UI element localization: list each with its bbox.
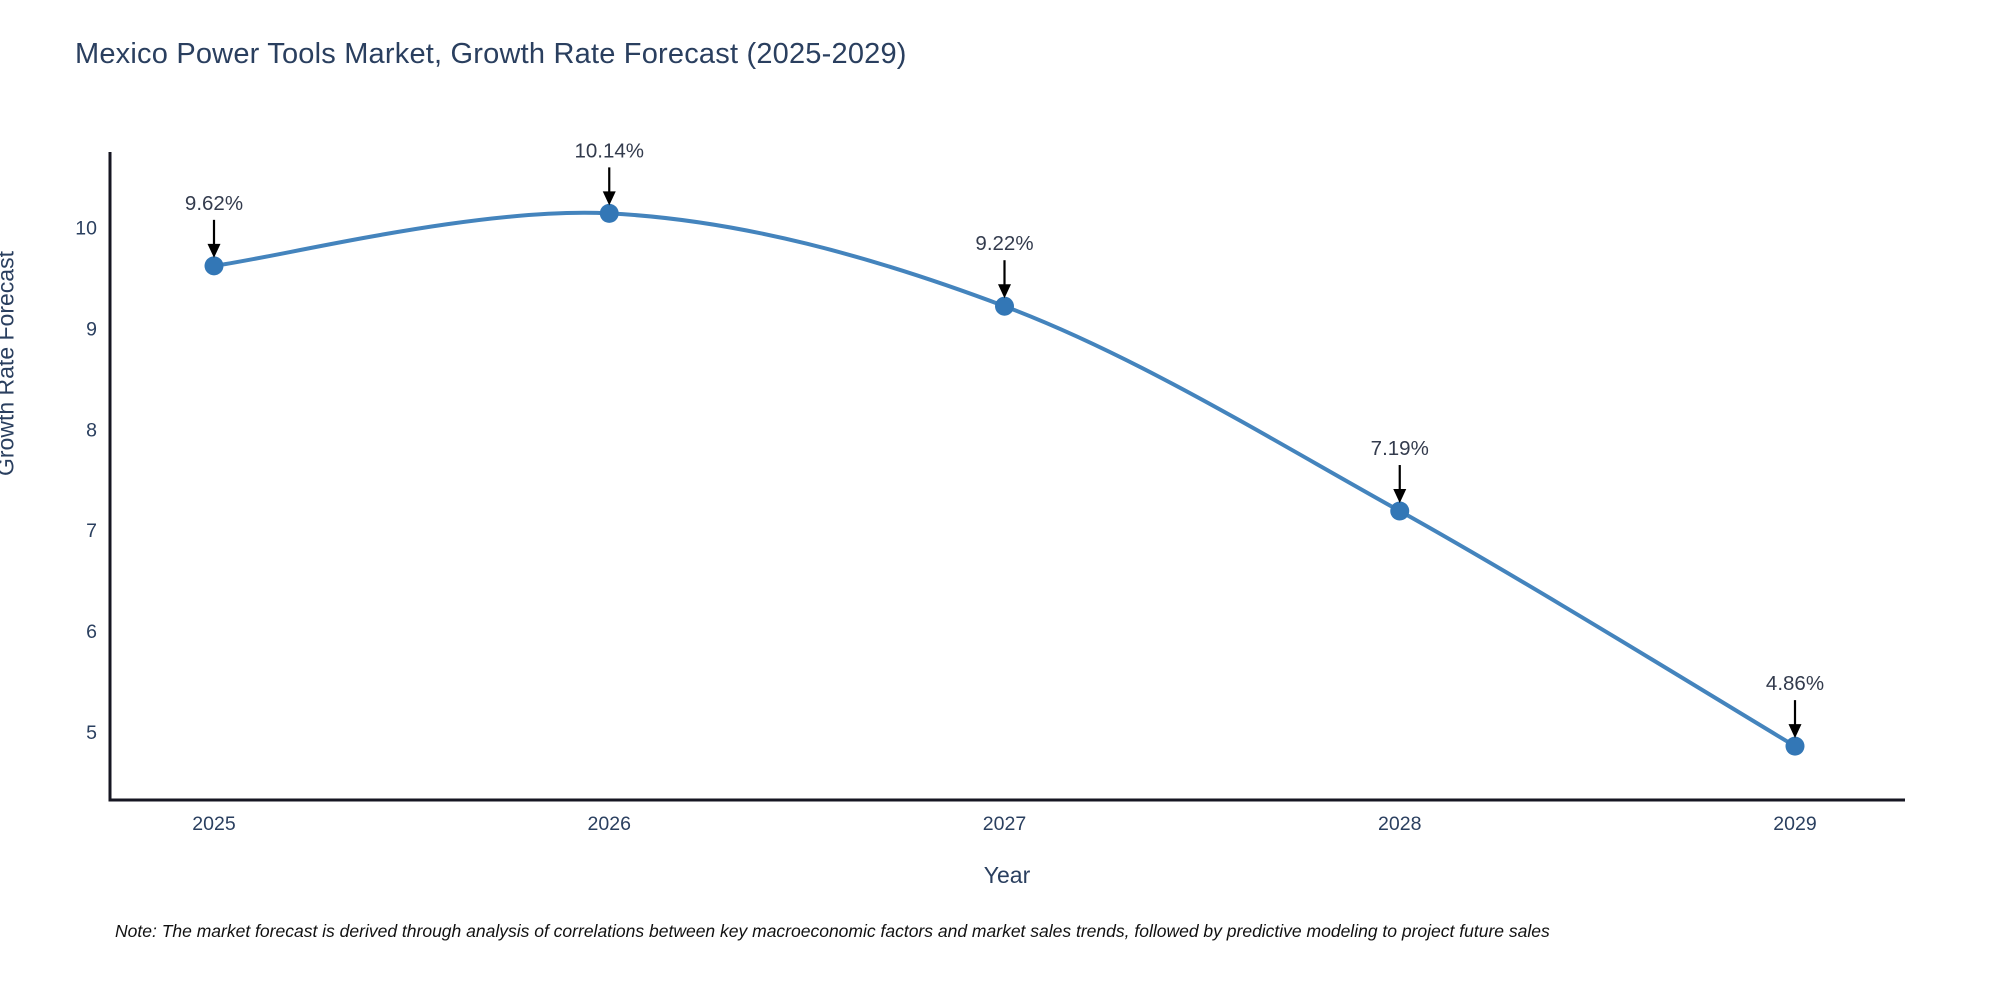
annotation-arrowhead bbox=[1393, 489, 1407, 504]
annotation-label: 4.86% bbox=[1766, 672, 1824, 695]
y-tick-label: 10 bbox=[75, 218, 97, 240]
data-point-marker[interactable] bbox=[204, 256, 224, 276]
annotation-arrowhead bbox=[602, 191, 616, 206]
data-point-marker[interactable] bbox=[599, 203, 619, 223]
data-point-marker[interactable] bbox=[1390, 501, 1410, 521]
annotation-label: 7.19% bbox=[1371, 437, 1429, 460]
annotation-arrowhead bbox=[207, 243, 221, 258]
y-tick-label: 5 bbox=[86, 722, 97, 744]
y-tick-label: 7 bbox=[86, 520, 97, 542]
x-tick-label: 2027 bbox=[983, 813, 1026, 835]
annotation-label: 10.14% bbox=[574, 139, 644, 162]
y-tick-label: 6 bbox=[86, 621, 97, 643]
x-tick-label: 2025 bbox=[192, 813, 236, 835]
annotation-arrowhead bbox=[1788, 724, 1802, 739]
x-axis-title: Year bbox=[983, 862, 1031, 888]
y-axis-title: Growth Rate Forecast bbox=[0, 251, 19, 476]
x-tick-label: 2026 bbox=[588, 813, 631, 835]
annotation-arrowhead bbox=[998, 284, 1011, 299]
chart-title: Mexico Power Tools Market, Growth Rate F… bbox=[75, 38, 907, 70]
y-tick-label: 8 bbox=[86, 419, 97, 441]
annotation-label: 9.22% bbox=[975, 232, 1033, 255]
x-tick-label: 2028 bbox=[1378, 813, 1421, 835]
data-point-marker[interactable] bbox=[995, 296, 1014, 316]
data-point-marker[interactable] bbox=[1785, 736, 1805, 756]
x-tick-label: 2029 bbox=[1773, 813, 1816, 835]
y-tick-label: 9 bbox=[86, 318, 97, 340]
annotation-label: 9.62% bbox=[185, 192, 243, 215]
footnote: Note: The market forecast is derived thr… bbox=[115, 921, 1550, 941]
